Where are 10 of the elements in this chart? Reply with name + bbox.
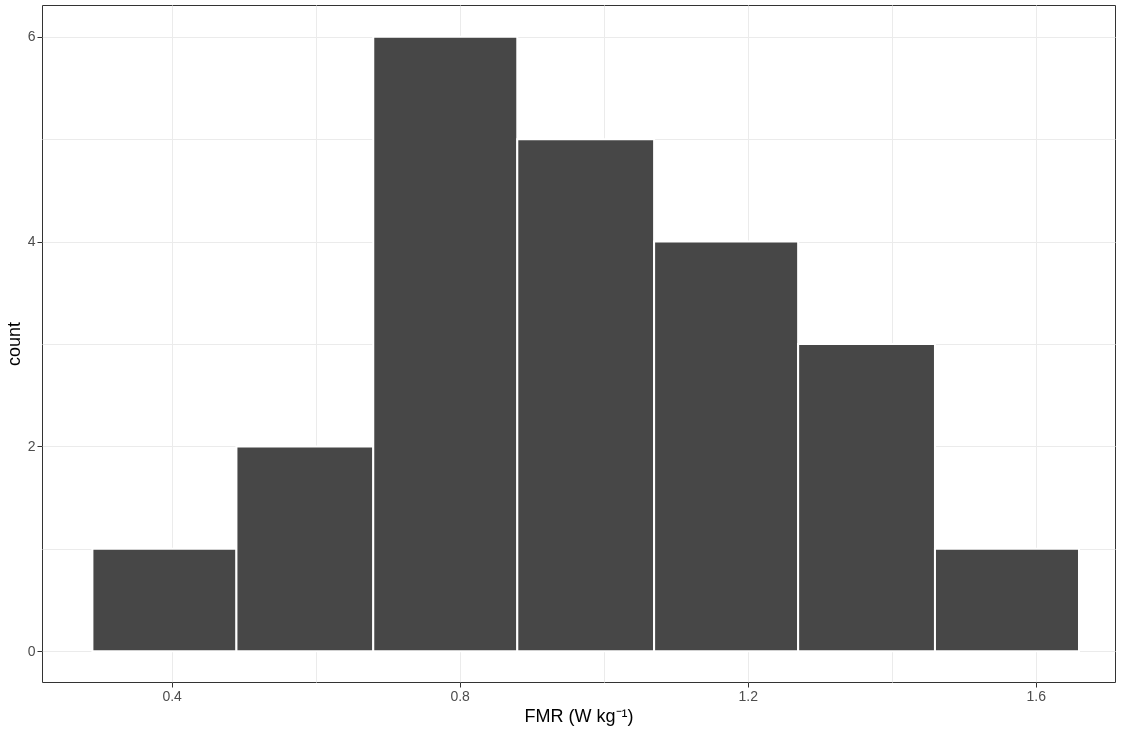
x-tick-label: 1.2 (738, 687, 759, 704)
y-tick-label: 2 (27, 437, 36, 454)
x-axis-title: FMR (W kg⁻¹) (524, 705, 634, 726)
y-tick-label: 4 (27, 233, 36, 250)
y-tick-label: 6 (27, 28, 36, 45)
y-tick-label: 0 (27, 642, 36, 659)
y-axis-title: count (3, 321, 24, 367)
x-tick-label: 1.6 (1026, 687, 1047, 704)
x-tick-label: 0.8 (450, 687, 471, 704)
x-tick-label: 0.4 (162, 687, 183, 704)
